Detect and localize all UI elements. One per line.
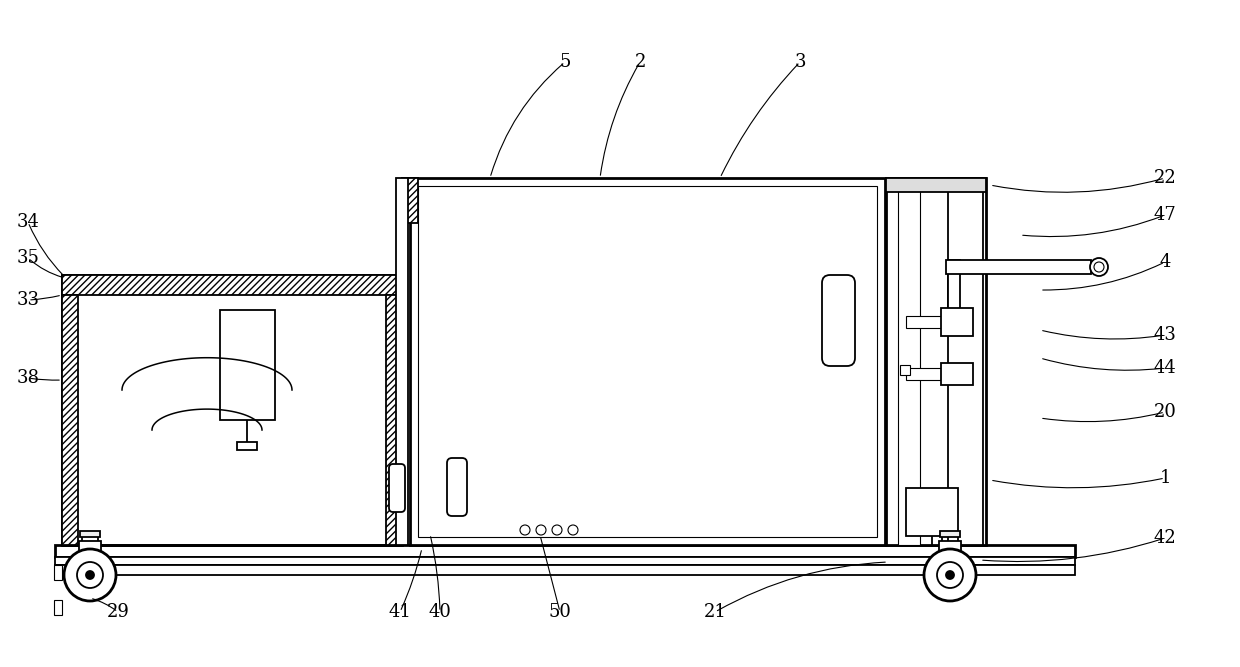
Circle shape [552, 525, 562, 535]
Bar [941, 308, 973, 336]
Circle shape [86, 571, 94, 579]
Text: 44: 44 [1153, 359, 1177, 377]
Text: 47: 47 [1153, 206, 1177, 224]
Bar [949, 178, 983, 545]
Circle shape [937, 562, 963, 588]
Text: 50: 50 [548, 603, 572, 621]
Bar [418, 186, 877, 537]
Text: 38: 38 [16, 369, 40, 387]
Circle shape [568, 525, 578, 535]
Bar [906, 488, 959, 536]
Text: 1: 1 [1159, 469, 1171, 487]
FancyBboxPatch shape [389, 464, 405, 512]
Bar [940, 531, 960, 537]
FancyBboxPatch shape [446, 458, 467, 516]
Bar [402, 178, 418, 545]
Bar [62, 295, 78, 545]
Bar [906, 316, 941, 328]
Bar [62, 275, 402, 295]
Bar [55, 565, 62, 580]
Bar [79, 541, 100, 555]
Text: 43: 43 [1153, 326, 1177, 344]
Bar [949, 260, 960, 315]
Bar [237, 442, 257, 450]
Bar [887, 178, 986, 545]
Bar [941, 363, 973, 385]
Bar [396, 178, 408, 545]
Bar [906, 368, 941, 380]
Ellipse shape [1094, 262, 1104, 272]
Bar [386, 295, 402, 545]
Bar [887, 178, 986, 192]
Text: 34: 34 [16, 213, 40, 231]
Text: 40: 40 [429, 603, 451, 621]
Text: 3: 3 [795, 53, 806, 71]
Bar [410, 178, 885, 545]
Bar [900, 365, 910, 375]
Text: 41: 41 [388, 603, 412, 621]
Circle shape [520, 525, 529, 535]
Circle shape [924, 549, 976, 601]
Circle shape [64, 549, 117, 601]
Bar [393, 468, 401, 508]
Text: 21: 21 [703, 603, 727, 621]
Text: 22: 22 [1153, 169, 1177, 187]
Circle shape [536, 525, 546, 535]
Bar [55, 600, 62, 615]
FancyBboxPatch shape [822, 275, 856, 366]
Bar [55, 565, 1075, 575]
Text: 5: 5 [559, 53, 570, 71]
Bar [402, 178, 418, 223]
Circle shape [77, 562, 103, 588]
Circle shape [946, 571, 954, 579]
Bar [55, 557, 1075, 565]
Text: 4: 4 [1159, 253, 1171, 271]
Bar [898, 178, 920, 545]
Text: 29: 29 [107, 603, 129, 621]
Text: 20: 20 [1153, 403, 1177, 421]
Text: 35: 35 [16, 249, 40, 267]
Text: 2: 2 [635, 53, 646, 71]
Bar [946, 260, 1091, 274]
Bar [81, 531, 100, 537]
Bar [453, 463, 463, 511]
Bar [219, 310, 275, 420]
Text: 33: 33 [16, 291, 40, 309]
Ellipse shape [1090, 258, 1109, 276]
Text: 42: 42 [1153, 529, 1177, 547]
Bar [939, 541, 961, 555]
Bar [55, 545, 1075, 557]
Bar [62, 275, 402, 545]
